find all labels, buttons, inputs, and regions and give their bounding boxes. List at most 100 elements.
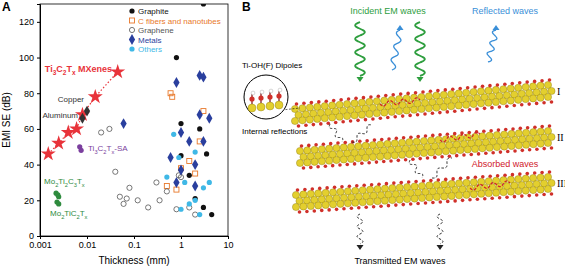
point xyxy=(99,130,104,135)
surface-atom xyxy=(446,110,450,114)
atom xyxy=(369,154,376,161)
atom xyxy=(435,148,442,155)
atom xyxy=(377,153,384,160)
annotation-label: Aluminum xyxy=(42,111,78,120)
surface-atom xyxy=(496,174,500,178)
point xyxy=(173,77,179,88)
text-part: x xyxy=(82,182,85,188)
atom xyxy=(355,155,362,162)
surface-atom xyxy=(320,209,324,213)
mxene-layer: III xyxy=(292,170,565,214)
legend-label: Graphene xyxy=(138,26,174,35)
surface-atom xyxy=(358,139,362,143)
atom xyxy=(478,190,485,197)
surface-atom xyxy=(404,158,408,162)
y-tick: 20 xyxy=(24,196,40,206)
atom xyxy=(428,149,435,156)
legend-label: Graphite xyxy=(138,7,169,16)
transmitted-wave xyxy=(437,214,444,250)
atom xyxy=(448,103,455,110)
point xyxy=(209,212,214,217)
y-axis-title: EMI SE (dB) xyxy=(1,92,12,148)
annotation-label: Ti3C2Tx MXenes xyxy=(45,64,112,76)
surface-atom xyxy=(318,187,322,191)
text-part: MXenes xyxy=(75,64,112,74)
surface-atom xyxy=(533,125,537,129)
tick-label: 0.1 xyxy=(128,240,141,250)
surface-atom xyxy=(298,210,302,214)
atom xyxy=(493,144,500,151)
atom xyxy=(522,187,529,194)
atom xyxy=(537,140,544,147)
atom xyxy=(343,112,350,119)
surface-atom xyxy=(394,203,398,207)
atom xyxy=(441,193,448,200)
surface-atom xyxy=(348,184,352,188)
surface-atom xyxy=(418,157,422,161)
point xyxy=(178,165,184,176)
surface-atom xyxy=(520,194,524,198)
atom xyxy=(257,103,265,111)
internal-wave xyxy=(432,158,452,178)
surface-atom xyxy=(349,119,353,123)
tick-label: 120 xyxy=(19,17,34,27)
atom xyxy=(389,197,396,204)
surface-atom xyxy=(540,125,544,129)
surface-atom xyxy=(438,111,442,115)
surface-atom xyxy=(364,118,368,122)
y-tick: 100 xyxy=(19,53,40,63)
annotated-series xyxy=(54,199,61,206)
plot-frame xyxy=(40,4,228,236)
surface-atom xyxy=(506,150,510,154)
point xyxy=(157,198,162,203)
panel-label: A xyxy=(2,0,11,14)
surface-atom xyxy=(332,99,336,103)
atom xyxy=(359,199,366,206)
wave xyxy=(357,214,363,244)
atom xyxy=(318,158,325,165)
atom xyxy=(457,146,464,153)
atom xyxy=(470,191,477,198)
reflected-wave xyxy=(391,25,403,70)
tick-label: 60 xyxy=(24,124,34,134)
point xyxy=(167,152,173,163)
atom xyxy=(266,102,274,110)
point xyxy=(173,177,179,188)
surface-atom xyxy=(461,199,465,203)
atom xyxy=(321,115,328,122)
surface-atom xyxy=(521,149,525,153)
surface-atom xyxy=(372,205,376,209)
annotated-series xyxy=(84,106,90,117)
atom xyxy=(292,203,299,210)
surface-atom xyxy=(548,124,552,128)
surface-atom xyxy=(473,85,477,89)
point xyxy=(88,89,103,103)
atom xyxy=(304,159,311,166)
surface-atom xyxy=(340,185,344,189)
surface-atom xyxy=(511,173,515,177)
surface-atom xyxy=(550,100,554,104)
surface-atom xyxy=(511,127,515,131)
surface-atom xyxy=(525,80,529,84)
surface-atom xyxy=(409,202,413,206)
tick-mark xyxy=(134,236,135,239)
atom xyxy=(258,95,263,100)
surface-atom xyxy=(518,172,522,176)
legend-item: Graphite xyxy=(129,7,169,16)
point xyxy=(56,194,61,199)
point xyxy=(197,126,202,131)
text-part: Mo xyxy=(50,209,62,218)
surface-atom xyxy=(491,151,495,155)
atom xyxy=(420,149,427,156)
atom xyxy=(442,148,449,155)
mxene-layer: II xyxy=(296,124,563,170)
surface-atom xyxy=(474,175,478,179)
surface-atom xyxy=(466,86,470,90)
surface-atom xyxy=(399,181,403,185)
surface-atom xyxy=(355,184,359,188)
atom xyxy=(352,199,359,206)
wave xyxy=(437,214,443,244)
surface-atom xyxy=(510,82,514,86)
surface-atom xyxy=(513,195,517,199)
point xyxy=(79,148,84,153)
